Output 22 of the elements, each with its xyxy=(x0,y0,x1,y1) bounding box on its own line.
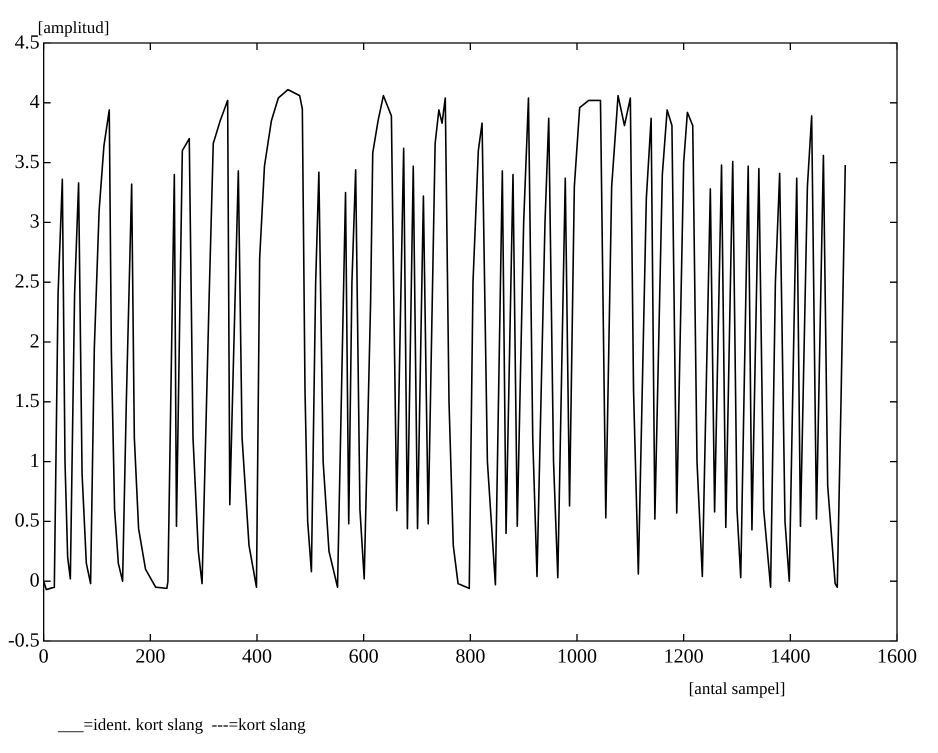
x-axis-title: [antal sampel] xyxy=(688,678,786,698)
y-tick-label: 3 xyxy=(30,210,40,233)
text: ___=ident. kort slang ---=kort slang xyxy=(57,714,306,734)
y-tick-label: 3.5 xyxy=(14,150,40,173)
x-tick-label: 1200 xyxy=(664,645,704,668)
x-tick-label: 400 xyxy=(242,645,272,668)
x-tick-label: 1600 xyxy=(877,645,917,668)
y-tick-label: 1.5 xyxy=(14,390,40,412)
y-tick-label: 2 xyxy=(30,330,40,352)
y-axis-title: [amplitud] xyxy=(38,18,110,37)
x-tick-label: 200 xyxy=(135,645,166,668)
x-tick-label: 800 xyxy=(455,645,486,668)
y-tick-label: -0.5 xyxy=(8,629,40,652)
y-tick-label: 0.5 xyxy=(14,510,40,532)
y-tick-label: 0 xyxy=(30,569,40,592)
y-tick-label: 4 xyxy=(30,91,40,114)
x-tick-label: 600 xyxy=(348,645,379,668)
y-tick-label: 1 xyxy=(30,450,40,472)
y-tick-label: 4.5 xyxy=(14,31,40,54)
y-tick-label: 2.5 xyxy=(14,270,40,292)
x-tick-label: 1400 xyxy=(770,645,810,668)
x-tick-label: 1000 xyxy=(557,645,597,668)
